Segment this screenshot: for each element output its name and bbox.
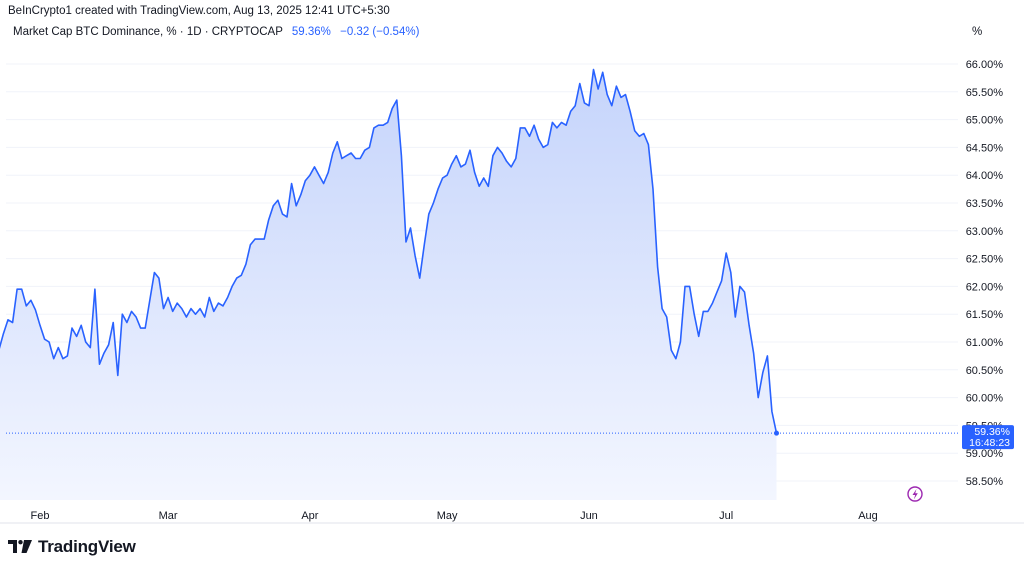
y-tick-label: 58.50% [966,476,1004,488]
y-tick-label: 63.50% [966,198,1004,210]
y-tick-label: 66.00% [966,59,1004,71]
tradingview-wordmark: TradingView [38,537,136,556]
last-value: 59.36% [291,26,331,38]
series-line [0,68,778,434]
y-tick-label: 60.50% [966,365,1004,377]
series-layer [0,68,958,500]
x-tick-label: Apr [301,510,318,522]
time-axis[interactable]: Feb Mar Apr May Jun Jul Aug [31,510,878,522]
price-scale-unit[interactable]: % [972,26,983,38]
tradingview-logo[interactable]: TradingView [8,537,136,557]
x-tick-label: Feb [31,510,50,522]
y-tick-label: 65.00% [966,115,1004,127]
y-tick-label: 64.00% [966,170,1004,182]
symbol-title[interactable]: Market Cap BTC Dominance, % · 1D · CRYPT… [13,26,283,38]
y-tick-label: 65.50% [966,87,1004,99]
last-price-badge-countdown: 16:48:23 [969,437,1010,449]
last-price-badge-value: 59.36% [974,426,1010,438]
last-price-badge [962,425,1014,450]
series-area-fill [0,69,777,500]
y-tick-label: 59.00% [966,448,1004,460]
x-tick-label: May [437,510,458,522]
y-tick-label: 62.50% [966,254,1004,266]
y-tick-label: 61.50% [966,309,1004,321]
y-tick-label: 61.00% [966,337,1004,349]
y-tick-label: 64.50% [966,142,1004,154]
y-tick-label: 62.00% [966,281,1004,293]
lightning-icon[interactable] [907,486,923,502]
x-tick-label: Aug [858,510,878,522]
tradingview-logo-icon [8,540,32,553]
price-axis[interactable]: 58.50%59.00%59.50%60.00%60.50%61.00%61.5… [966,59,1004,488]
x-tick-label: Jul [719,510,733,522]
x-tick-label: Jun [580,510,598,522]
chart-credit: BeInCrypto1 created with TradingView.com… [8,5,390,17]
symbol-legend[interactable]: Market Cap BTC Dominance, % · 1D · CRYPT… [13,26,419,38]
last-price-label: 59.36% 16:48:23 [962,425,1014,450]
y-tick-label: 60.00% [966,393,1004,405]
x-tick-label: Mar [159,510,178,522]
last-point [774,430,780,436]
y-tick-label: 63.00% [966,226,1004,238]
change-value: −0.32 (−0.54%) [340,26,420,38]
